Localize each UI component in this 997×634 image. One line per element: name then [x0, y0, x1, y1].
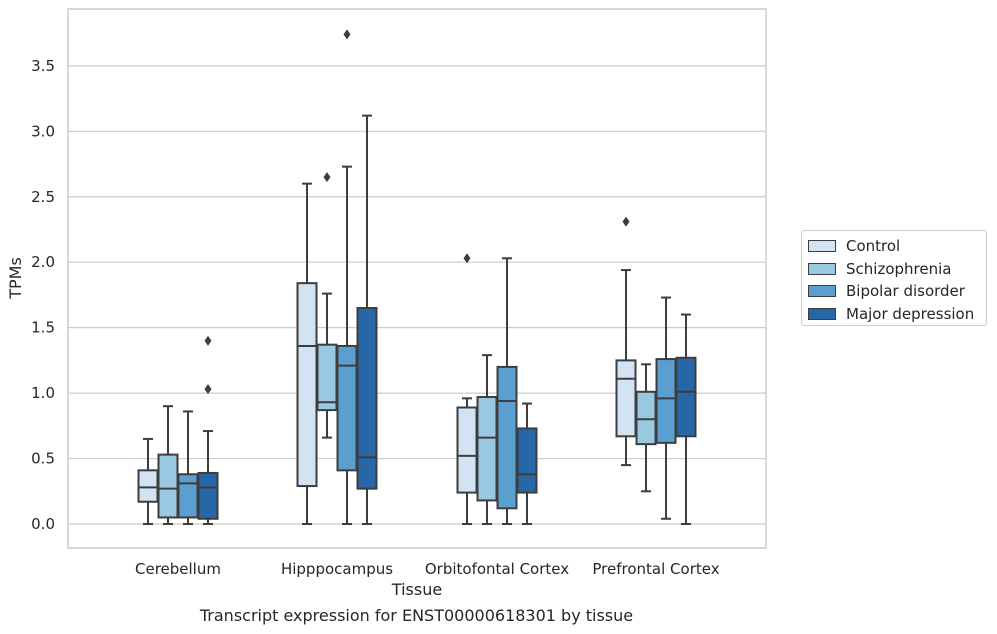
- y-tick-label: 3.5: [31, 57, 55, 75]
- x-axis-label: Tissue: [391, 580, 442, 599]
- box-schizophrenia-3: [635, 363, 657, 493]
- legend-label: Major depression: [846, 304, 975, 323]
- y-tick-label: 3.0: [31, 122, 55, 140]
- box-control-1: [296, 182, 318, 525]
- x-tick-label: Cerebellum: [135, 560, 221, 578]
- box-bipolar-disorder-0: [177, 410, 199, 525]
- legend-item: Bipolar disorder: [808, 280, 986, 303]
- outlier-marker: [463, 253, 471, 264]
- outlier-marker: [343, 29, 351, 40]
- y-tick-label: 0.0: [31, 515, 55, 533]
- x-tick-label: Prefrontal Cortex: [592, 560, 719, 578]
- box-control-3: [615, 216, 637, 467]
- box-body: [635, 390, 657, 446]
- legend-swatch: [808, 307, 836, 320]
- y-tick-labels: 0.0 0.5 1.0 1.5 2.0 2.5 3.0 3.5: [31, 57, 55, 533]
- x-tick-label: Orbitofontal Cortex: [425, 560, 569, 578]
- outlier-marker: [323, 172, 331, 183]
- legend-swatch: [808, 285, 836, 298]
- box-schizophrenia-0: [157, 405, 179, 525]
- box-body: [137, 469, 159, 503]
- box-body: [615, 359, 637, 438]
- legend-item: Control: [808, 235, 986, 258]
- box-major-depression-2: [516, 402, 538, 525]
- boxes: [137, 29, 697, 525]
- y-tick-label: 2.0: [31, 253, 55, 271]
- legend-item: Schizophrenia: [808, 258, 986, 281]
- y-tick-label: 2.5: [31, 188, 55, 206]
- box-major-depression-1: [356, 114, 378, 525]
- box-schizophrenia-2: [476, 354, 498, 525]
- box-body: [157, 453, 179, 519]
- gridlines: [68, 65, 766, 525]
- outlier-marker: [204, 335, 212, 346]
- y-tick-label: 1.0: [31, 384, 55, 402]
- box-body: [655, 358, 677, 444]
- box-body: [197, 471, 219, 520]
- legend-label: Schizophrenia: [846, 259, 952, 278]
- outlier-marker: [622, 216, 630, 227]
- legend-swatch: [808, 262, 836, 275]
- box-bipolar-disorder-1: [336, 29, 358, 525]
- box-body: [496, 365, 518, 510]
- box-major-depression-0: [197, 335, 219, 525]
- y-tick-label: 1.5: [31, 319, 55, 337]
- box-control-2: [456, 253, 478, 525]
- y-axis-label: TPMs: [6, 257, 25, 300]
- box-control-0: [137, 437, 159, 525]
- box-body: [296, 282, 318, 488]
- plot-frame: [67, 8, 767, 549]
- box-body: [675, 356, 697, 438]
- y-tick-label: 0.5: [31, 450, 55, 468]
- x-tick-label: Hipppocampus: [281, 560, 393, 578]
- box-body: [456, 406, 478, 494]
- legend-label: Control: [846, 237, 901, 256]
- legend: Control Schizophrenia Bipolar disorder Majo…: [801, 230, 987, 326]
- box-body: [476, 396, 498, 502]
- box-major-depression-3: [675, 313, 697, 525]
- box-body: [316, 343, 338, 412]
- box-bipolar-disorder-2: [496, 257, 518, 525]
- outlier-marker: [204, 384, 212, 395]
- legend-swatch: [808, 240, 836, 253]
- box-body: [516, 427, 538, 494]
- x-tick-labels: Cerebellum Hipppocampus Orbitofontal Corte…: [135, 560, 720, 578]
- box-body: [356, 307, 378, 490]
- legend-item: Major depression: [808, 303, 986, 326]
- box-schizophrenia-1: [316, 172, 338, 439]
- figure-caption: Transcript expression for ENST0000061830…: [199, 606, 634, 625]
- box-body: [177, 473, 199, 519]
- box-bipolar-disorder-3: [655, 296, 677, 520]
- legend-label: Bipolar disorder: [846, 282, 965, 301]
